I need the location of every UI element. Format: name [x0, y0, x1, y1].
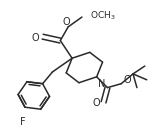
Text: O: O	[32, 33, 40, 43]
Text: OCH$_3$: OCH$_3$	[90, 10, 115, 22]
Text: F: F	[20, 117, 26, 127]
Text: O: O	[123, 75, 131, 85]
Text: O: O	[62, 17, 70, 27]
Text: N: N	[98, 79, 105, 89]
Text: O: O	[93, 98, 100, 108]
